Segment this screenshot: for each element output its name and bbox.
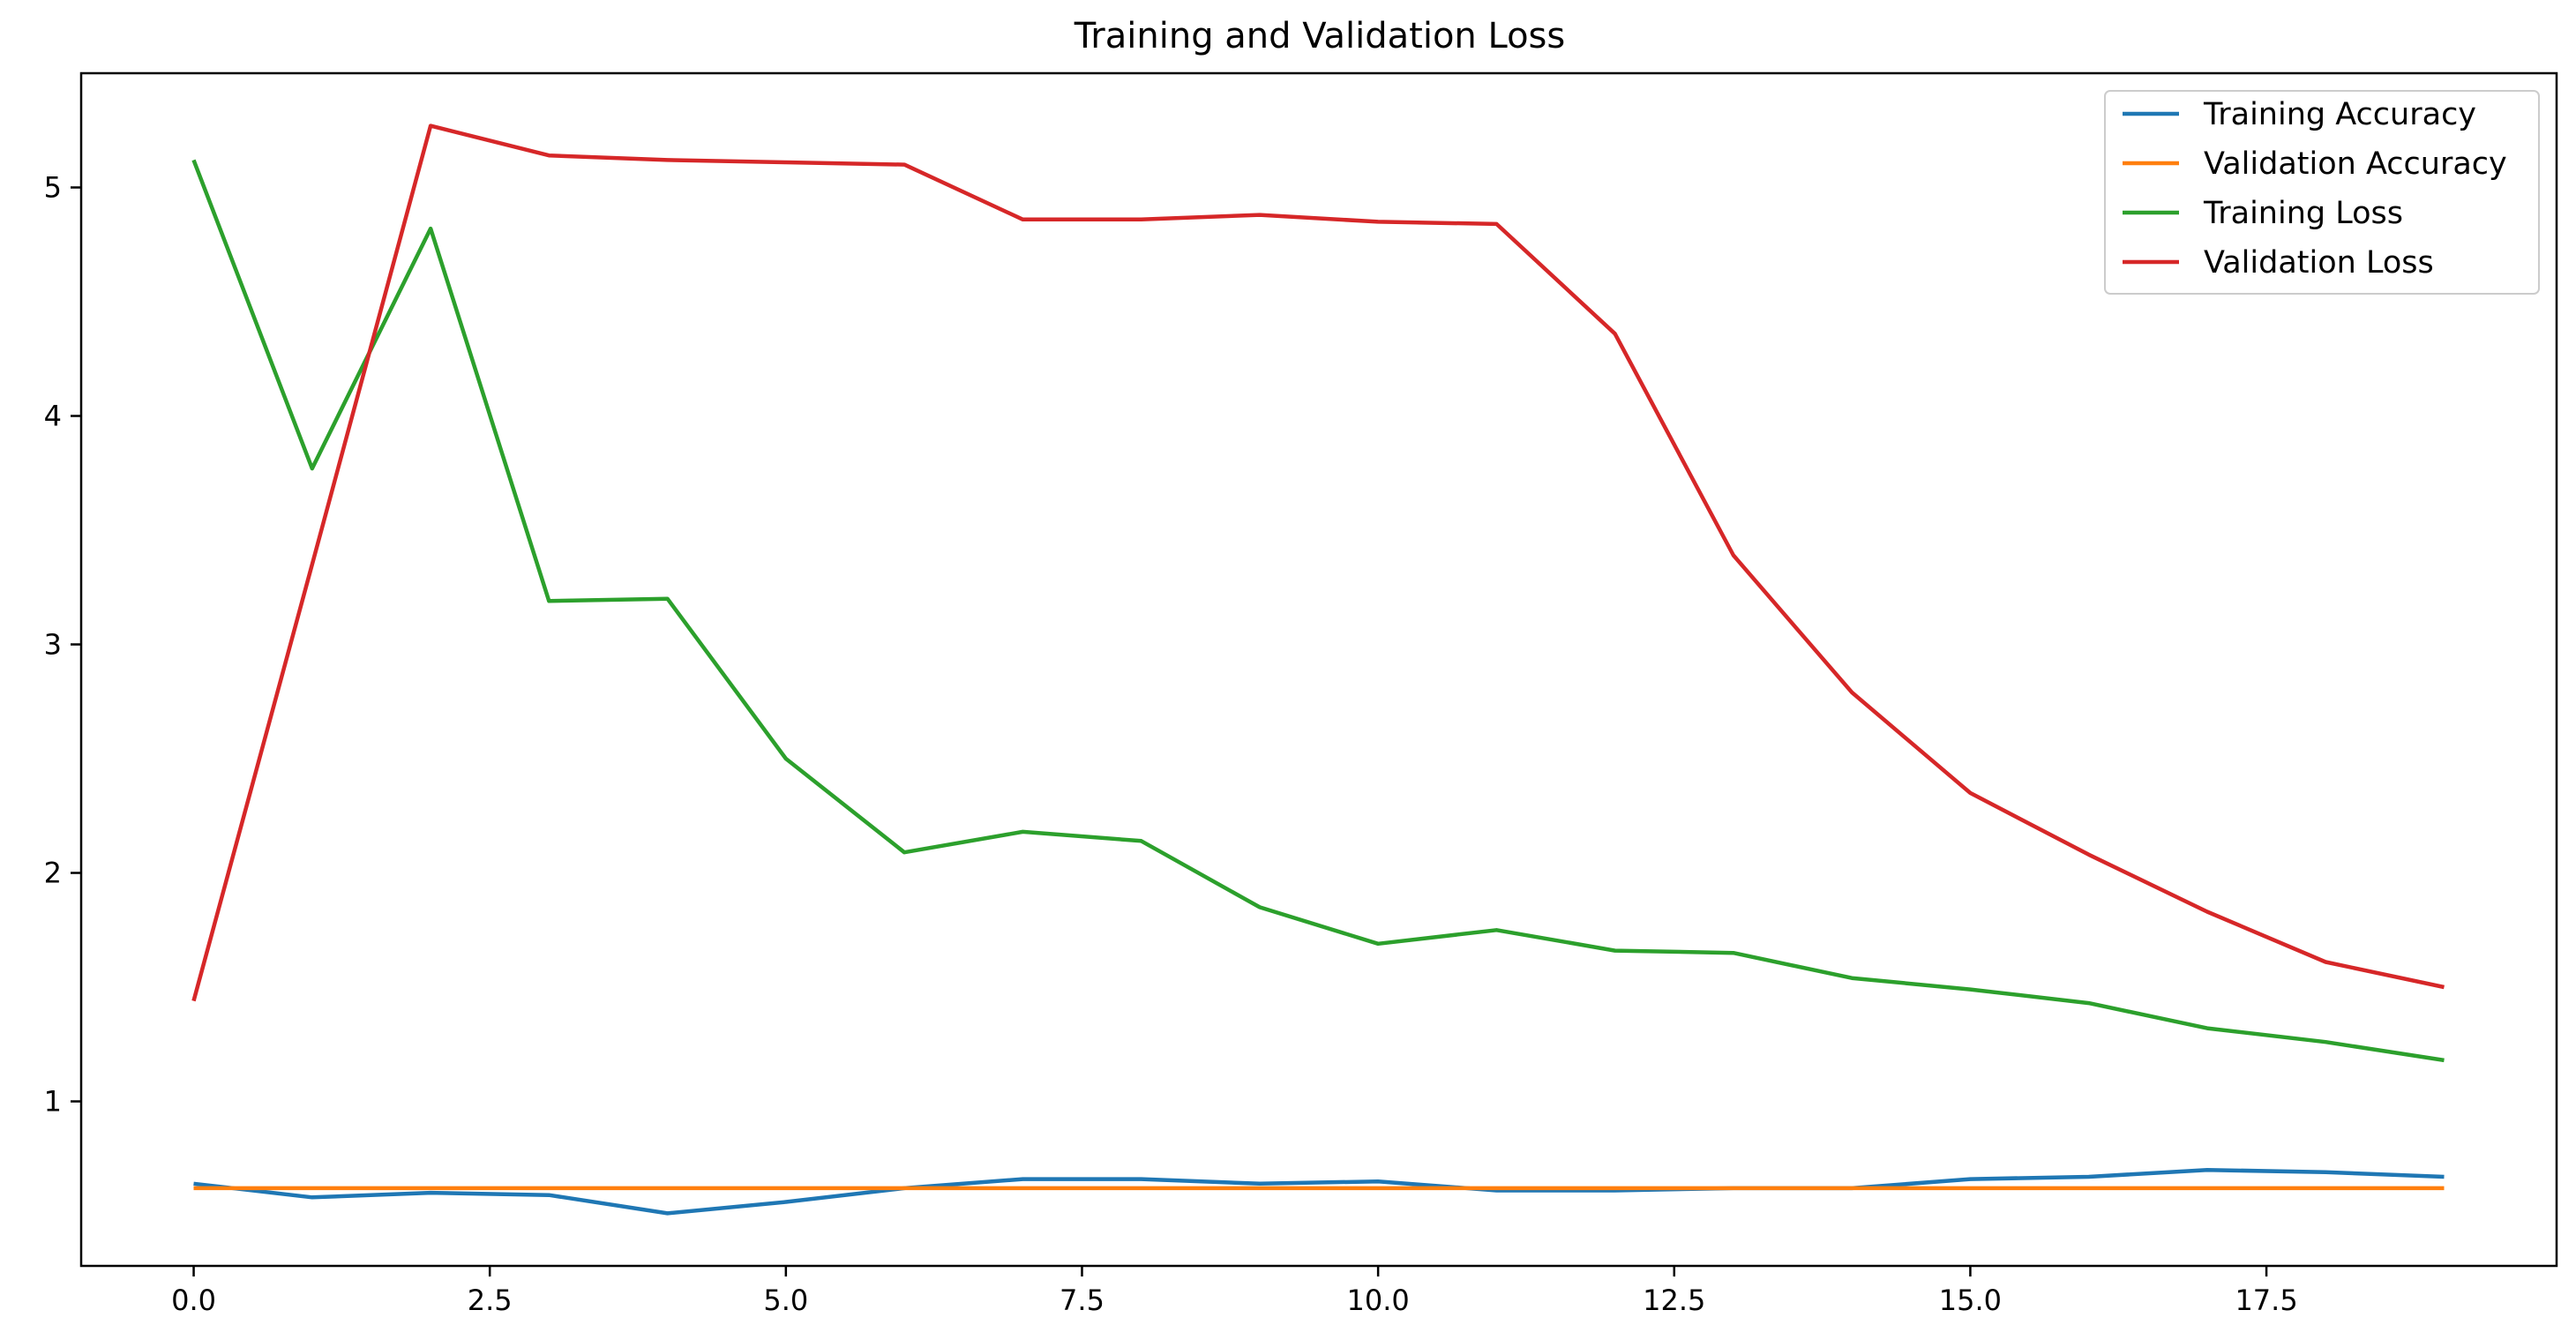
y-tick-label: 1 <box>44 1085 62 1119</box>
series-lines <box>191 124 2445 1216</box>
y-tick-label: 3 <box>44 628 62 662</box>
y-tick-label: 2 <box>44 857 62 890</box>
series-line-training-loss <box>191 159 2445 1063</box>
legend-label-training-loss: Training Loss <box>2203 196 2403 231</box>
x-tick-label: 5.0 <box>763 1284 808 1317</box>
legend-box <box>2104 90 2540 295</box>
y-tick-label: 4 <box>44 400 62 433</box>
series-line-training-accuracy <box>193 1167 2445 1216</box>
x-tick-label: 12.5 <box>1643 1284 1705 1317</box>
legend: Training Accuracy Validation Accuracy Trai… <box>2104 90 2540 295</box>
x-tick-label: 10.0 <box>1347 1284 1410 1317</box>
x-tick-label: 2.5 <box>468 1284 513 1317</box>
x-tick-label: 17.5 <box>2235 1284 2297 1317</box>
chart-title: Training and Validation Loss <box>1074 16 1565 56</box>
legend-label-validation-accuracy: Validation Accuracy <box>2204 146 2507 182</box>
y-tick-label: 5 <box>44 171 62 205</box>
x-tick-label: 0.0 <box>171 1284 216 1317</box>
y-axis-ticks: 1 2 3 4 5 <box>44 171 81 1119</box>
x-tick-label: 15.0 <box>1939 1284 2002 1317</box>
legend-label-validation-loss: Validation Loss <box>2204 245 2434 281</box>
legend-label-training-accuracy: Training Accuracy <box>2203 97 2476 132</box>
series-line-validation-loss <box>191 124 2445 1002</box>
x-tick-label: 7.5 <box>1060 1284 1105 1317</box>
plot-area-frame <box>79 71 2558 1268</box>
x-axis-ticks: 0.0 2.5 5.0 7.5 10.0 12.5 15.0 17.5 <box>171 1266 2298 1317</box>
